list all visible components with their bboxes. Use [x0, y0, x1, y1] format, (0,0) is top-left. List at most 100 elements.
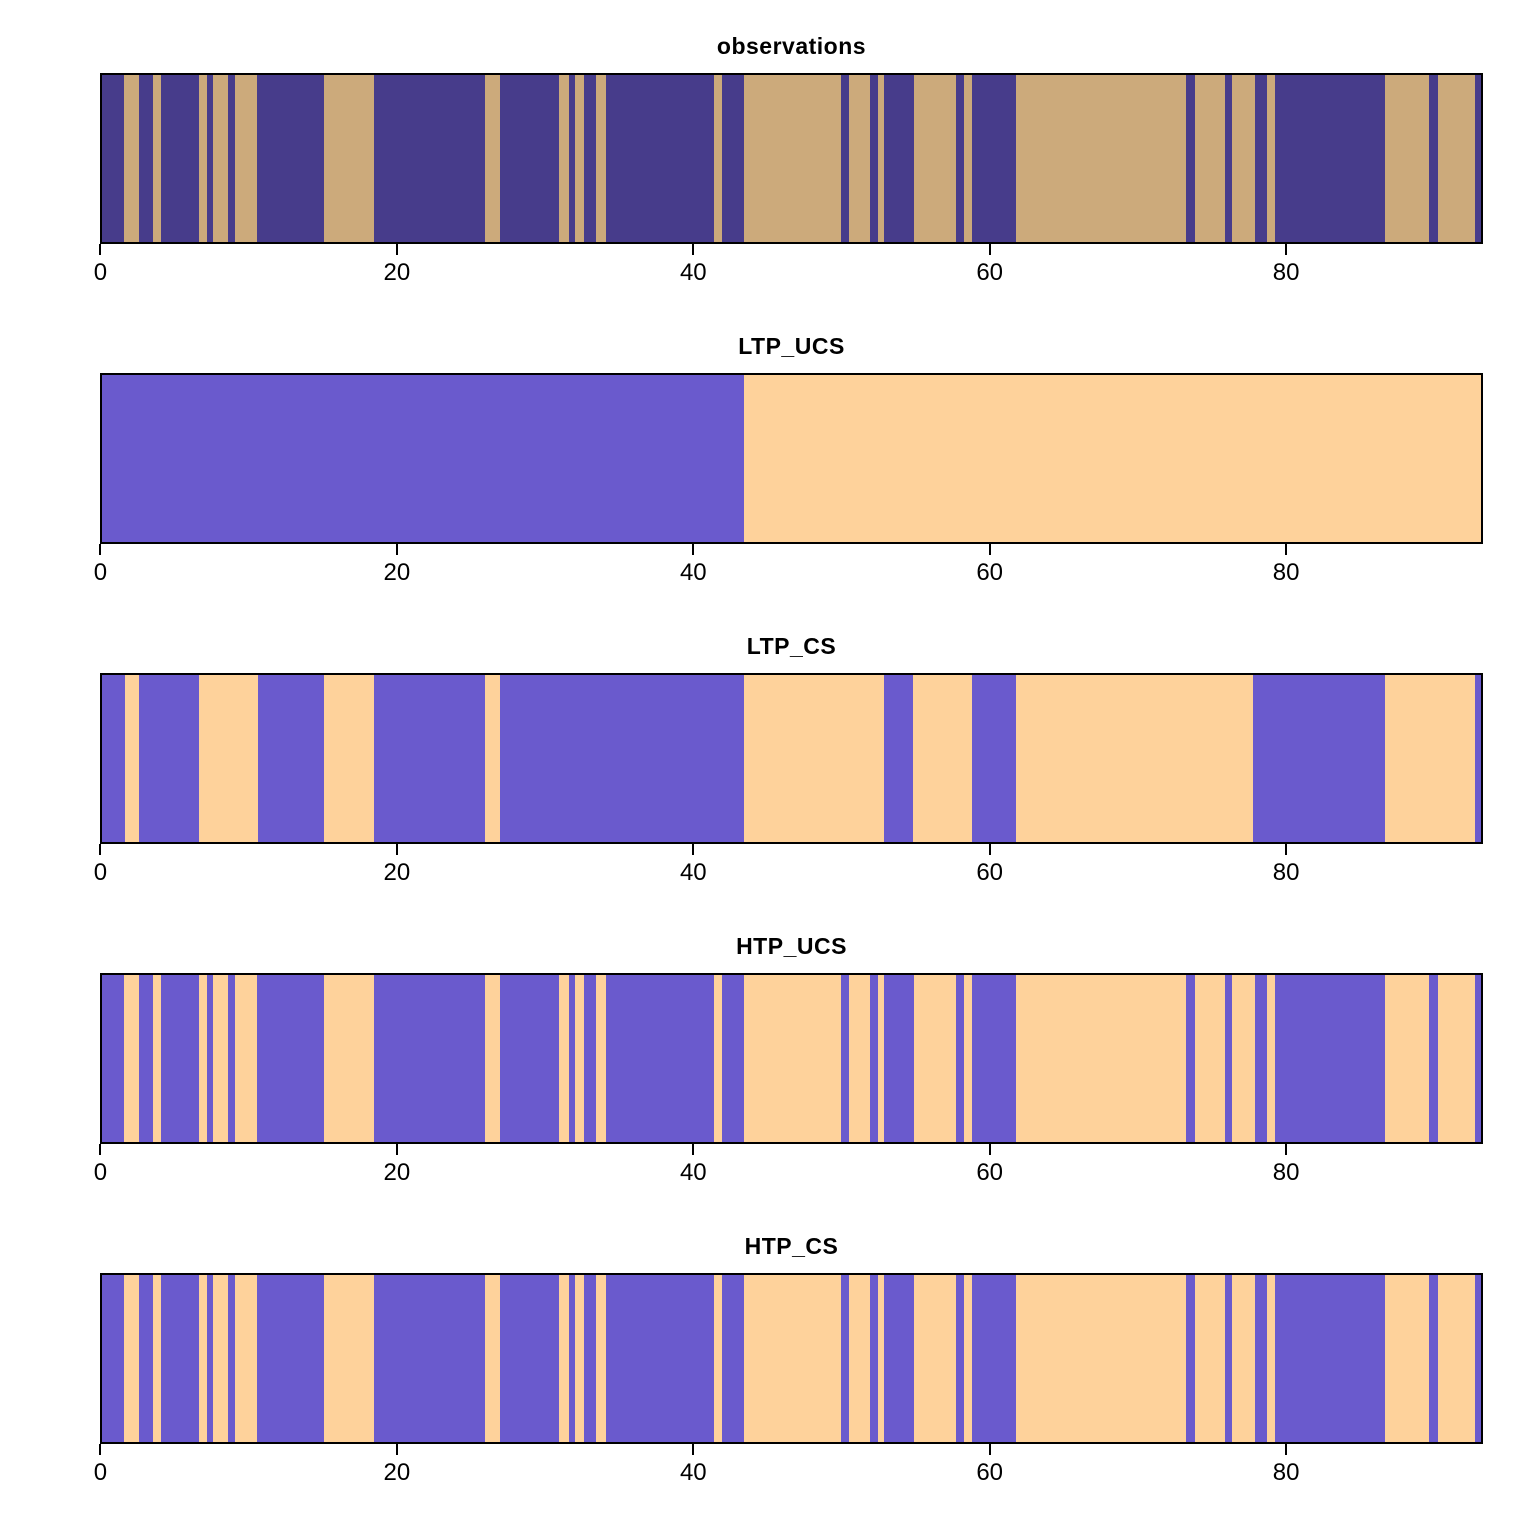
- x-axis: 0 20 40 60 80: [94, 1142, 1483, 1200]
- axis-tick: [99, 544, 102, 555]
- axis-tick: [692, 1444, 695, 1455]
- panel-title: observations: [716, 33, 867, 59]
- sequence-segment: [1266, 975, 1276, 1142]
- axis-tick-label: 40: [679, 1159, 707, 1186]
- sequence-segment: [374, 675, 486, 842]
- sequence-segment: [605, 1275, 714, 1442]
- sequence-segment: [972, 675, 1017, 842]
- sequence-segment: [235, 975, 257, 1142]
- sequence-segment: [1255, 75, 1267, 242]
- sequence-segment: [198, 975, 208, 1142]
- axis-tick-label: 80: [1272, 859, 1300, 886]
- sequence-segment: [1275, 75, 1386, 242]
- panel-htp-cs: HTP_CS 0 20 40 60 80: [94, 1200, 1483, 1500]
- axis-tick-label: 0: [93, 859, 108, 886]
- sequence-segment: [1185, 1275, 1195, 1442]
- axis-tick-label: 0: [93, 1159, 108, 1186]
- axis-tick-label: 40: [679, 859, 707, 886]
- axis-tick-label: 0: [93, 559, 108, 586]
- sequence-segment: [1185, 75, 1195, 242]
- sequence-segment: [228, 975, 236, 1142]
- sequence-segment: [1385, 675, 1476, 842]
- sequence-segment: [1194, 75, 1225, 242]
- x-axis: 0 20 40 60 80: [94, 542, 1483, 600]
- sequence-segment: [1016, 675, 1253, 842]
- axis-tick: [395, 244, 398, 255]
- axis-tick: [99, 1144, 102, 1155]
- sequence-segment: [485, 75, 500, 242]
- sequence-segment: [841, 75, 850, 242]
- sequence-segment: [849, 75, 871, 242]
- sequence-segment: [743, 975, 842, 1142]
- axis-tick: [1285, 544, 1288, 555]
- sequence-segment: [123, 75, 140, 242]
- panel-ltp-ucs: LTP_UCS 0 20 40 60 80: [94, 300, 1483, 600]
- sequence-segment: [877, 975, 885, 1142]
- axis-tick: [988, 544, 991, 555]
- axis-tick-label: 20: [383, 1459, 411, 1486]
- sequence-segment: [964, 1275, 973, 1442]
- sequence-segment: [500, 975, 560, 1142]
- sequence-segment: [1255, 975, 1267, 1142]
- sequence-segment: [913, 975, 956, 1142]
- axis-tick-label: 80: [1272, 1459, 1300, 1486]
- sequence-bar: [100, 673, 1483, 844]
- sequence-segment: [1275, 975, 1386, 1142]
- axis-tick: [692, 544, 695, 555]
- axis-tick-label: 20: [383, 859, 411, 886]
- sequence-segment: [207, 975, 214, 1142]
- axis-tick: [1285, 244, 1288, 255]
- sequence-segment: [102, 375, 744, 542]
- axis-tick-label: 40: [679, 559, 707, 586]
- sequence-segment: [213, 75, 229, 242]
- sequence-segment: [870, 75, 878, 242]
- sequence-segment: [500, 1275, 560, 1442]
- sequence-segment: [228, 75, 236, 242]
- axis-tick: [395, 844, 398, 855]
- sequence-segment: [235, 75, 257, 242]
- sequence-segment: [153, 1275, 161, 1442]
- sequence-segment: [207, 75, 214, 242]
- sequence-segment: [500, 75, 560, 242]
- sequence-segment: [884, 675, 914, 842]
- sequence-segment: [722, 75, 744, 242]
- sequence-segment: [568, 975, 575, 1142]
- sequence-segment: [256, 75, 325, 242]
- axis-tick: [692, 244, 695, 255]
- sequence-segment: [1475, 75, 1481, 242]
- sequence-segment: [228, 1275, 236, 1442]
- sequence-segment: [584, 975, 597, 1142]
- sequence-segment: [1385, 75, 1430, 242]
- axis-tick: [99, 244, 102, 255]
- sequence-segment: [374, 1275, 486, 1442]
- sequence-segment: [884, 1275, 914, 1442]
- sequence-segment: [102, 75, 124, 242]
- sequence-segment: [574, 75, 585, 242]
- sequence-segment: [257, 675, 325, 842]
- sequence-segment: [877, 1275, 885, 1442]
- sequence-segment: [198, 1275, 208, 1442]
- axis-tick-label: 60: [976, 859, 1004, 886]
- x-axis: 0 20 40 60 80: [94, 242, 1483, 300]
- sequence-segment: [1475, 1275, 1481, 1442]
- sequence-segment: [605, 75, 714, 242]
- sequence-segment: [713, 1275, 723, 1442]
- sequence-segment: [139, 1275, 154, 1442]
- sequence-segment: [955, 975, 964, 1142]
- sequence-segment: [374, 975, 486, 1142]
- axis-tick-label: 20: [383, 1159, 411, 1186]
- sequence-segment: [964, 975, 973, 1142]
- sequence-segment: [743, 675, 885, 842]
- axis-tick: [692, 1144, 695, 1155]
- sequence-segment: [198, 675, 258, 842]
- axis-tick: [988, 244, 991, 255]
- sequence-segment: [743, 375, 1481, 542]
- sequence-segment: [1475, 975, 1481, 1142]
- sequence-segment: [1385, 975, 1430, 1142]
- sequence-segment: [1266, 75, 1276, 242]
- axis-tick-label: 60: [976, 1159, 1004, 1186]
- sequence-segment: [207, 1275, 214, 1442]
- sequence-segment: [153, 975, 161, 1142]
- axis-tick-label: 40: [679, 1459, 707, 1486]
- axis-tick-label: 60: [976, 1459, 1004, 1486]
